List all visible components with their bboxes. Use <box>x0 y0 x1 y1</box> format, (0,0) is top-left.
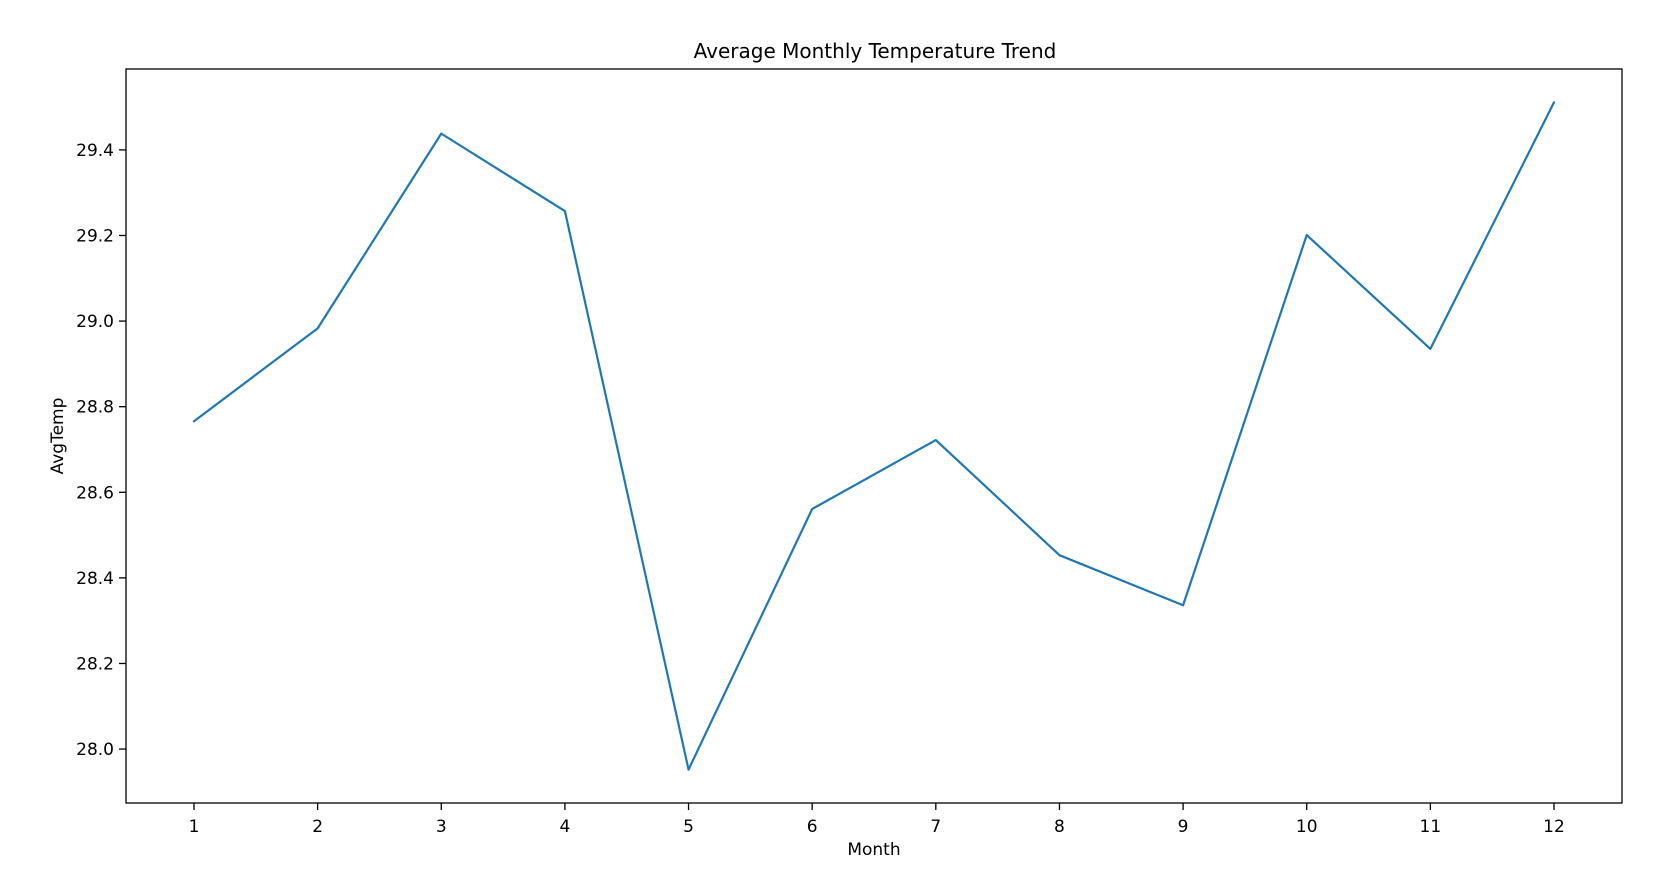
y-tick-label: 28.8 <box>76 398 114 418</box>
y-axis-label: AvgTemp <box>48 398 68 475</box>
x-tick-label: 9 <box>1178 817 1189 837</box>
y-tick-label: 29.2 <box>76 226 114 246</box>
y-tick-label: 28.4 <box>76 569 114 589</box>
y-tick-label: 28.2 <box>76 654 114 674</box>
x-tick-label: 12 <box>1543 817 1565 837</box>
y-tick-label: 29.0 <box>76 312 114 332</box>
series-line <box>192 101 1556 771</box>
x-axis-ticks: 1 2 3 4 5 6 7 8 9 10 11 12 <box>189 803 1565 837</box>
x-tick-label: 3 <box>436 817 447 837</box>
x-tick-label: 10 <box>1296 817 1318 837</box>
x-tick-label: 8 <box>1054 817 1065 837</box>
x-tick-label: 7 <box>930 817 941 837</box>
x-tick-label: 5 <box>683 817 694 837</box>
x-tick-label: 4 <box>559 817 570 837</box>
x-axis-label: Month <box>847 840 900 860</box>
x-tick-label: 2 <box>312 817 323 837</box>
x-tick-label: 11 <box>1420 817 1442 837</box>
y-tick-label: 29.4 <box>76 141 114 161</box>
x-tick-label: 1 <box>189 817 200 837</box>
plot-area-frame <box>125 68 1623 804</box>
y-tick-label: 28.6 <box>76 483 114 503</box>
x-tick-label: 6 <box>807 817 818 837</box>
chart-title: Average Monthly Temperature Trend <box>694 39 1057 63</box>
y-tick-label: 28.0 <box>76 740 114 760</box>
series-layer <box>192 101 1556 771</box>
y-axis-ticks: 28.0 28.2 28.4 28.6 28.8 29.0 29.2 29.4 <box>76 141 126 760</box>
